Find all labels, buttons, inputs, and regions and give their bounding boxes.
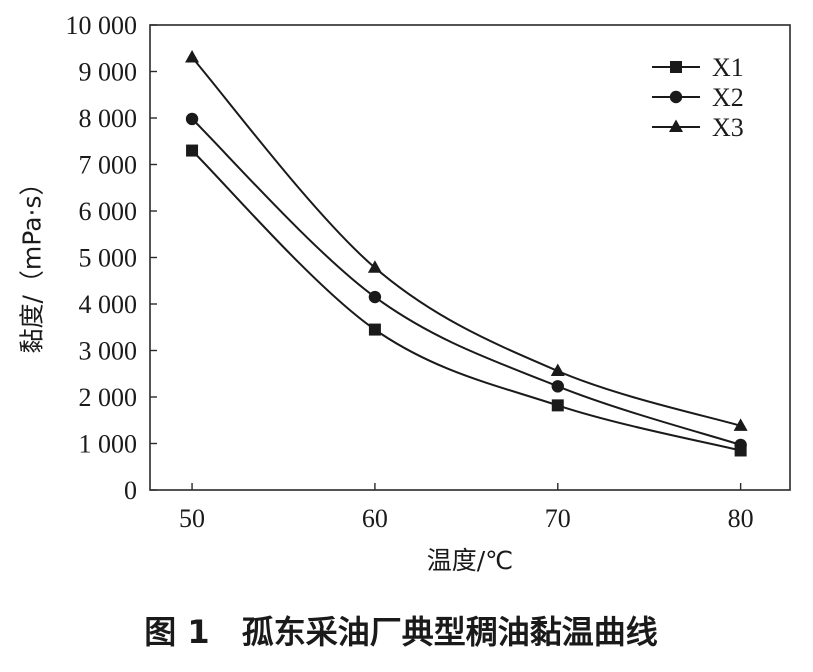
legend-label: X3 [712,113,744,142]
x1-series-line [191,149,741,452]
x2-data-point [551,380,564,393]
data-series [185,50,748,457]
axis-ticks [150,24,742,491]
legend-circle-marker [669,90,683,104]
legend-item-x2: X2 [652,83,744,112]
x1-data-point [551,399,564,412]
x3-data-point [550,363,565,376]
y-tick-label: 5 000 [79,244,138,273]
y-tick-label: 3 000 [79,337,138,366]
y-tick-label: 10 000 [66,11,138,40]
legend-label: X2 [712,83,744,112]
legend-triangle-marker [669,119,683,132]
x1-data-point [186,144,199,157]
y-axis-label: 黏度/（mPa·s） [18,170,47,353]
y-tick-label: 0 [124,476,137,505]
x-axis-label: 温度/℃ [427,546,514,575]
x-tick-label: 50 [179,504,205,533]
x2-data-point [734,438,747,452]
legend-square-marker [670,61,682,73]
x1-data-point [368,323,381,336]
x-tick-label: 80 [728,504,754,533]
y-tick-label: 7 000 [79,151,138,180]
x2-series-line [191,118,741,446]
x-tick-label: 70 [545,504,571,533]
y-tick-label: 8 000 [79,104,138,133]
figure-caption: 图 1 孤东采油厂典型稠油黏温曲线 [144,613,657,651]
x2-data-point [368,290,382,304]
legend-item-x3: X3 [652,113,744,142]
x3-data-point [733,418,748,431]
legend-item-x1: X1 [652,53,744,82]
x3-data-point [185,50,200,63]
y-tick-label: 2 000 [79,383,138,412]
x3-series-line [191,56,741,427]
axis-tick-labels: 0 1 000 2 000 3 000 4 000 5 000 6 000 7 000 8 00… [66,11,754,533]
y-tick-label: 9 000 [79,58,138,87]
y-tick-label: 6 000 [79,197,138,226]
x-tick-label: 60 [362,504,388,533]
legend-label: X1 [712,53,744,82]
y-tick-label: 4 000 [79,290,138,319]
x3-data-point [367,260,382,273]
plot-frame [149,24,791,491]
y-tick-label: 1 000 [79,430,138,459]
x2-data-point [185,112,199,126]
